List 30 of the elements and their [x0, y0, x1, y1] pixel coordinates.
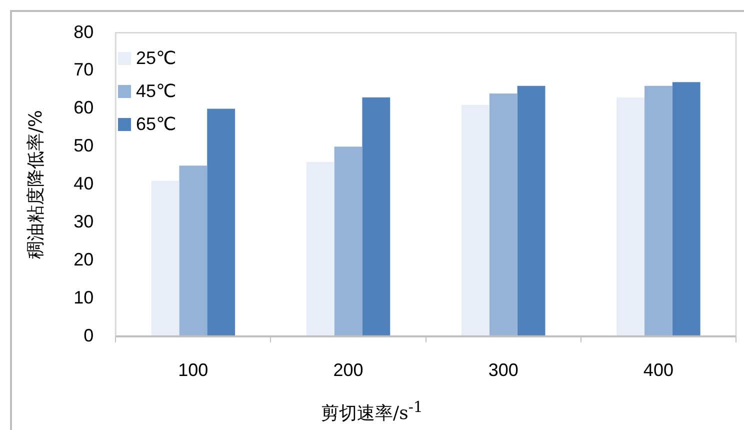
x-tick-label: 400 — [643, 360, 674, 380]
x-axis-title: 剪切速率/s$^{-1}$ — [320, 398, 424, 425]
bar — [179, 166, 208, 336]
bar — [334, 146, 362, 336]
x-tick-label: 100 — [178, 360, 208, 380]
bar — [151, 180, 180, 336]
bar — [207, 108, 236, 336]
bar — [306, 162, 334, 336]
y-tick-label: 70 — [74, 60, 94, 80]
legend-label: 65℃ — [136, 114, 176, 135]
bar — [489, 94, 518, 336]
y-tick-label: 30 — [74, 212, 94, 232]
x-tick-label: 300 — [488, 360, 518, 380]
y-tick-label: 40 — [74, 174, 94, 194]
y-axis-title: 稠油粘度降低率/% — [25, 110, 46, 260]
y-tick-label: 10 — [74, 287, 94, 308]
bar — [461, 104, 490, 336]
legend-label: 45℃ — [136, 81, 176, 102]
bar — [517, 86, 546, 336]
y-tick-label: 60 — [74, 98, 94, 118]
legend-label: 25℃ — [136, 48, 176, 69]
bar — [672, 82, 700, 336]
y-tick-label: 50 — [74, 136, 94, 156]
x-tick-label: 200 — [333, 360, 364, 380]
bar — [362, 97, 390, 336]
y-tick-label: 80 — [74, 22, 94, 42]
y-tick-label: 20 — [74, 249, 94, 270]
bar — [644, 86, 672, 336]
y-tick-label: 0 — [84, 325, 94, 346]
bar — [616, 97, 644, 336]
